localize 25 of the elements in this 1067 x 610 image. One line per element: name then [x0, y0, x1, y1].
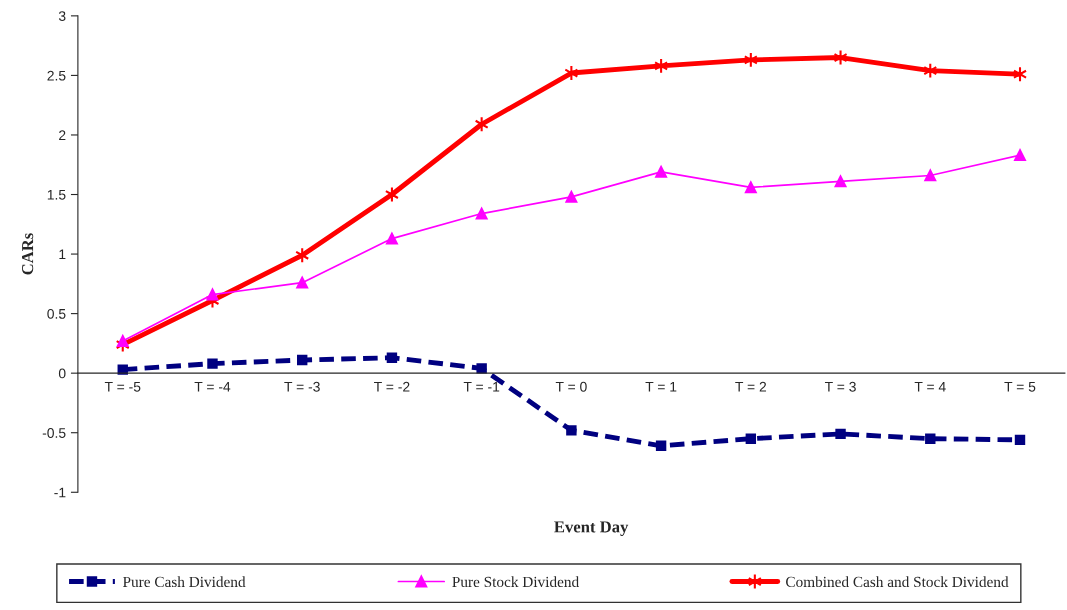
- x-tick-label: T = -3: [284, 381, 320, 392]
- x-tick-label: T = 1: [645, 382, 677, 392]
- x-axis-title: Event Day: [554, 521, 629, 536]
- y-tick-label: 0.5: [47, 308, 66, 319]
- y-tick-label: 0: [58, 368, 66, 379]
- x-tick-label: T = 0: [555, 381, 587, 392]
- x-tick-label: T = -4: [194, 382, 231, 392]
- legend-label: Pure Stock Dividend: [452, 576, 579, 588]
- x-tick-label: T = 4: [914, 382, 946, 392]
- y-tick-label: 1.5: [47, 189, 66, 200]
- y-tick-label: 2.5: [47, 70, 66, 81]
- legend-label: Pure Cash Dividend: [122, 576, 246, 588]
- x-tick-label: T = -2: [374, 381, 410, 392]
- y-tick-label: 1: [59, 249, 66, 260]
- y-tick-label: -1: [54, 487, 66, 498]
- y-tick-label: 3: [58, 11, 66, 22]
- x-tick-label: T = 2: [735, 381, 767, 392]
- y-tick-label: 2: [59, 130, 66, 140]
- legend-label: Combined Cash and Stock Dividend: [786, 576, 1009, 588]
- x-tick-label: T = -5: [104, 382, 141, 392]
- x-tick-label: T = 5: [1004, 382, 1036, 392]
- x-tick-label: T = 3: [824, 381, 856, 392]
- x-tick-label: T = -1: [463, 382, 500, 392]
- y-tick-label: -0.5: [42, 428, 66, 438]
- y-axis-title: CARs: [22, 233, 34, 275]
